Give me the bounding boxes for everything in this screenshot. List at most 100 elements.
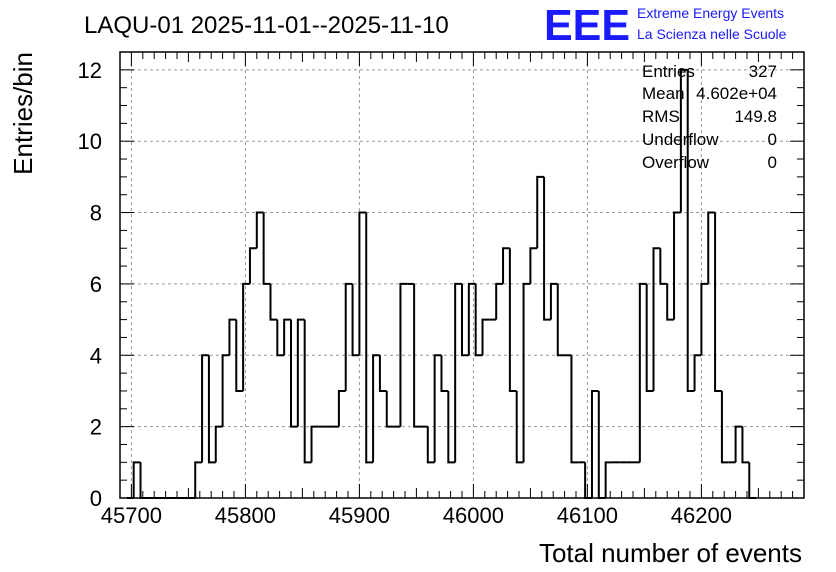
y-tick-label: 8	[90, 201, 102, 226]
histogram-bin	[351, 283, 360, 357]
histogram-bin	[262, 212, 271, 285]
stats-rms-label: RMS	[642, 107, 680, 126]
histogram-bin	[365, 212, 374, 464]
histogram-bin	[447, 390, 456, 464]
histogram-bin	[570, 355, 579, 464]
histogram-bin	[242, 282, 250, 391]
logo-line-2: La Scienza nelle Scuole	[637, 26, 787, 42]
histogram-bin	[201, 354, 209, 463]
histogram-bin	[303, 319, 312, 464]
stats-overflow-value: 0	[768, 153, 777, 172]
histogram-bin	[276, 319, 285, 357]
histogram-bin	[426, 426, 435, 464]
histogram-bin	[686, 69, 695, 392]
eee-logo: EEE Extreme Energy Events La Scienza nel…	[544, 1, 787, 50]
stats-box: Entries 327 Mean 4.602e+04 RMS 149.8 Und…	[642, 62, 777, 172]
histogram-bin	[214, 425, 223, 463]
histogram-bin	[652, 247, 661, 391]
histogram-bin	[666, 283, 675, 321]
histogram-bin	[454, 282, 462, 463]
histogram-bin	[543, 176, 551, 321]
histogram-bin	[310, 425, 319, 463]
x-tick-label: 46100	[557, 503, 618, 528]
histogram-bin	[290, 319, 298, 428]
y-tick-label: 12	[78, 58, 102, 83]
y-tick-label: 10	[78, 129, 102, 154]
histogram-bin	[248, 247, 257, 284]
grid-layer	[120, 52, 804, 498]
histogram-bin	[413, 283, 421, 428]
histogram-bin	[255, 211, 264, 249]
histogram-bin	[707, 211, 716, 284]
histogram-bin	[474, 283, 483, 357]
histogram-bin	[515, 390, 524, 464]
histogram-bin	[604, 461, 613, 498]
histogram-bin	[556, 283, 565, 357]
x-tick-label: 45700	[101, 503, 162, 528]
histogram-bin	[385, 390, 394, 428]
histogram-bin	[645, 283, 654, 392]
histogram-bin	[235, 319, 244, 392]
stats-mean-value: 4.602e+04	[696, 84, 777, 103]
stats-overflow-label: Overflow	[642, 153, 710, 172]
histogram-bin	[720, 390, 729, 464]
histogram-bin	[549, 282, 558, 320]
y-tick-label: 4	[90, 343, 102, 368]
histogram-bin	[679, 68, 688, 213]
histogram-bin	[207, 355, 216, 464]
histogram-bin	[337, 389, 346, 427]
histogram-bin	[440, 355, 449, 392]
histogram-bin	[536, 175, 545, 249]
histogram-bin	[194, 461, 203, 498]
histogram-bin	[132, 461, 141, 498]
stats-underflow-value: 0	[768, 130, 777, 149]
histogram-bin	[467, 282, 476, 356]
histogram-bin	[659, 248, 668, 285]
histogram-bin	[693, 354, 702, 391]
histogram-bin	[673, 211, 681, 320]
histogram-bin	[529, 247, 538, 284]
x-axis-label: Total number of events	[539, 538, 802, 568]
stats-entries-label: Entries	[642, 62, 695, 81]
y-tick-label: 2	[90, 415, 102, 440]
y-tick-label: 0	[90, 486, 102, 511]
histogram-bin	[344, 282, 353, 391]
histogram-bin	[399, 282, 408, 427]
histogram-bin	[495, 282, 504, 320]
histogram-bin	[269, 283, 278, 321]
histogram-bin	[228, 318, 237, 356]
histogram-bin	[590, 389, 599, 498]
x-tick-label: 45800	[215, 503, 276, 528]
ticks-layer	[119, 51, 805, 499]
histogram-bin	[597, 390, 606, 499]
y-tick-label: 6	[90, 272, 102, 297]
y-axis-label: Entries/bin	[8, 52, 38, 175]
histogram-bin	[358, 211, 367, 356]
histogram-bin	[584, 462, 592, 499]
histogram-bin	[433, 354, 442, 463]
histogram-bin	[741, 426, 750, 464]
histogram-bin	[481, 318, 490, 356]
histogram-bin	[748, 462, 757, 499]
stats-rms-value: 149.8	[734, 107, 777, 126]
x-tick-label: 45900	[329, 503, 390, 528]
chart-title: LAQU-01 2025-11-01--2025-11-10	[84, 12, 449, 39]
histogram-bin	[714, 212, 722, 392]
stats-mean-label: Mean	[642, 84, 685, 103]
histogram-bin	[221, 354, 230, 427]
tick-labels-layer: 45700 45800 45900 46000 46100 46200 0 2 4 6 8 10 12	[78, 58, 732, 528]
histogram-bin	[522, 282, 531, 463]
histogram-bin	[502, 247, 510, 284]
stats-underflow-label: Underflow	[642, 130, 719, 149]
histogram-bin	[296, 318, 305, 427]
eee-logo-mark: EEE	[544, 1, 630, 50]
histogram-bin	[283, 318, 291, 356]
histogram-bin	[378, 355, 387, 392]
x-tick-label: 46000	[443, 503, 504, 528]
histogram-bin	[461, 283, 469, 357]
stats-entries-value: 327	[749, 62, 777, 81]
logo-line-1: Extreme Energy Events	[637, 5, 784, 21]
histogram-bin	[700, 282, 709, 356]
histogram-bin	[372, 354, 380, 463]
